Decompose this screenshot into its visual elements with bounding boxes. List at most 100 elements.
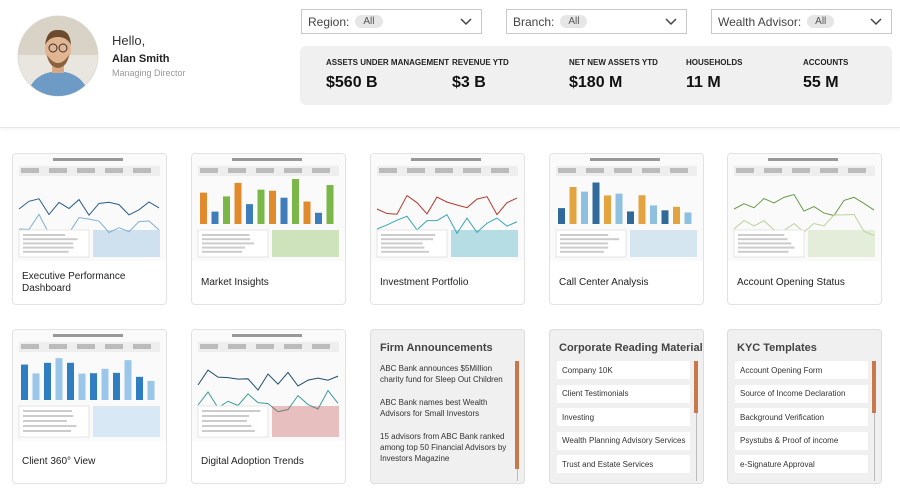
filter-dropdown[interactable]: Wealth Advisor: All	[711, 9, 892, 34]
thumb-shape	[246, 204, 253, 224]
thumb-shape	[560, 242, 608, 245]
chevron	[460, 18, 472, 26]
thumb-shape	[23, 430, 72, 432]
document-link[interactable]: Source of Income Declaration	[735, 384, 868, 403]
thumb-shape	[32, 373, 40, 400]
thumb-shape	[463, 168, 481, 173]
thumb-shape	[411, 158, 481, 161]
document-link[interactable]: Wealth Planning Advisory Services	[557, 431, 690, 450]
greeting: Hello,	[112, 33, 146, 48]
scroll-thumb[interactable]	[872, 361, 876, 413]
thumb-shape	[256, 344, 274, 349]
thumb-shape	[202, 238, 251, 241]
thumb-shape	[670, 168, 688, 173]
thumb-shape	[113, 372, 120, 400]
filter-label: Branch:	[513, 14, 555, 29]
thumb-shape	[272, 406, 339, 437]
thumb-shape	[560, 234, 609, 236]
kpi-label: ASSETS UNDER MANAGEMENT	[326, 58, 450, 67]
dashboard-card[interactable]: Executive Performance Dashboard	[12, 153, 167, 305]
dashboard-card[interactable]: Account Opening Status	[727, 153, 882, 305]
chevron	[870, 18, 882, 26]
dashboard-card[interactable]: Investment Portfolio	[370, 153, 525, 305]
panel-title: Corporate Reading Material	[559, 342, 703, 354]
thumb-shape	[435, 168, 453, 173]
thumb-shape	[627, 211, 634, 224]
chevron	[665, 18, 677, 26]
thumb-shape	[303, 201, 311, 224]
thumb-shape	[848, 168, 866, 173]
filter-value: All	[560, 15, 588, 28]
thumb-shape	[381, 234, 436, 236]
announcement[interactable]: ABC Bank names best Wealth Advisors for …	[380, 398, 488, 418]
chevron-line	[870, 18, 882, 26]
document-link[interactable]: Psystubs & Proof of income	[735, 431, 868, 450]
dashboard-card[interactable]: Market Insights	[191, 153, 346, 305]
thumb-shape	[77, 168, 95, 173]
thumb-shape	[642, 168, 660, 173]
document-link[interactable]: e-Signature Approval	[735, 455, 868, 473]
thumb-shape	[23, 420, 67, 422]
announcement[interactable]: ABC Bank announces $5Million charity fun…	[380, 364, 503, 384]
thumb-shape	[124, 360, 132, 400]
filter-label: Region:	[308, 14, 350, 29]
thumb-shape	[18, 198, 160, 217]
thumb-shape	[614, 168, 632, 173]
document-link[interactable]: Investing	[557, 408, 690, 426]
info-panel: Corporate Reading Material Company 10K Cli…	[549, 329, 704, 484]
thumb-shape	[53, 158, 123, 161]
scroll-thumb[interactable]	[515, 361, 519, 469]
thumb-shape	[376, 194, 518, 216]
thumb-shape	[23, 242, 74, 245]
thumb-shape	[78, 373, 86, 400]
dashboard-thumbnail	[550, 154, 703, 261]
thumb-shape	[55, 358, 63, 400]
thumb-shape	[232, 158, 302, 161]
thumb-shape	[738, 234, 785, 236]
filter-label: Wealth Advisor:	[718, 14, 802, 29]
thumb-shape	[23, 415, 74, 417]
thumb-shape	[326, 185, 334, 224]
dashboard-card[interactable]: Digital Adoption Trends	[191, 329, 346, 484]
thumb-shape	[820, 168, 838, 173]
thumb-shape	[738, 238, 788, 241]
document-link[interactable]: Client Testimonials	[557, 384, 690, 403]
thumb-shape	[312, 168, 330, 173]
dashboard-card[interactable]: Client 360° View	[12, 329, 167, 484]
thumb-shape	[684, 212, 692, 224]
thumb-shape	[673, 206, 680, 224]
thumb-shape	[136, 376, 143, 400]
dashboard-title: Client 360° View	[22, 456, 96, 467]
thumb-shape	[407, 168, 425, 173]
document-link[interactable]: Account Opening Form	[735, 361, 868, 379]
filter-dropdown[interactable]: Branch: All	[506, 9, 687, 34]
kpi-label: ACCOUNTS	[803, 58, 849, 67]
dashboard-thumbnail	[728, 154, 881, 261]
thumb-shape	[569, 187, 577, 224]
thumb-shape	[93, 406, 160, 437]
thumb-shape	[23, 238, 78, 241]
thumb-shape	[650, 205, 657, 224]
announcement[interactable]: 15 advisors from ABC Bank ranked among t…	[380, 432, 507, 463]
thumb-shape	[764, 168, 782, 173]
document-link[interactable]: Background Verification	[735, 408, 868, 426]
thumb-shape	[202, 430, 255, 432]
thumb-shape	[738, 250, 789, 253]
filter-dropdown[interactable]: Region: All	[301, 9, 482, 34]
dashboard-card[interactable]: Call Center Analysis	[549, 153, 704, 305]
avatar	[17, 15, 99, 97]
thumb-shape	[21, 344, 39, 349]
thumb-shape	[292, 179, 299, 224]
scroll-thumb[interactable]	[694, 361, 698, 413]
thumb-shape	[202, 410, 261, 412]
thumb-shape	[381, 242, 423, 245]
chevron-line	[665, 18, 677, 26]
thumb-shape	[560, 246, 609, 249]
thumb-shape	[49, 168, 67, 173]
document-link[interactable]: Company 10K	[557, 361, 690, 379]
info-panel: KYC Templates Account Opening Form Source …	[727, 329, 882, 484]
thumb-shape	[23, 234, 66, 236]
thumb-shape	[197, 369, 339, 391]
document-link[interactable]: Trust and Estate Services	[557, 455, 690, 473]
thumb-shape	[581, 191, 588, 224]
